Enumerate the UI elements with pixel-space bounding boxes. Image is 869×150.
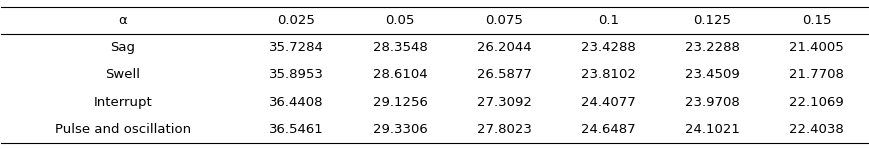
Text: 21.4005: 21.4005 (788, 41, 843, 54)
Text: 0.025: 0.025 (277, 14, 315, 27)
Text: 29.3306: 29.3306 (373, 123, 428, 136)
Text: 23.9708: 23.9708 (685, 96, 739, 109)
Text: 22.4038: 22.4038 (788, 123, 843, 136)
Text: 29.1256: 29.1256 (373, 96, 428, 109)
Text: 27.3092: 27.3092 (476, 96, 531, 109)
Text: 35.8953: 35.8953 (269, 69, 323, 81)
Text: Swell: Swell (105, 69, 140, 81)
Text: 26.5877: 26.5877 (476, 69, 531, 81)
Text: 36.4408: 36.4408 (269, 96, 323, 109)
Text: Interrupt: Interrupt (93, 96, 152, 109)
Text: 23.2288: 23.2288 (684, 41, 740, 54)
Text: 0.1: 0.1 (597, 14, 618, 27)
Text: α: α (118, 14, 127, 27)
Text: 23.4509: 23.4509 (685, 69, 739, 81)
Text: Pulse and oscillation: Pulse and oscillation (55, 123, 190, 136)
Text: 28.6104: 28.6104 (373, 69, 428, 81)
Text: 24.1021: 24.1021 (684, 123, 740, 136)
Text: 36.5461: 36.5461 (269, 123, 323, 136)
Text: 23.4288: 23.4288 (580, 41, 635, 54)
Text: 26.2044: 26.2044 (476, 41, 531, 54)
Text: 28.3548: 28.3548 (373, 41, 428, 54)
Text: 22.1069: 22.1069 (788, 96, 843, 109)
Text: 35.7284: 35.7284 (269, 41, 323, 54)
Text: Sag: Sag (110, 41, 136, 54)
Text: 0.05: 0.05 (385, 14, 415, 27)
Text: 0.125: 0.125 (693, 14, 731, 27)
Text: 24.6487: 24.6487 (580, 123, 635, 136)
Text: 27.8023: 27.8023 (476, 123, 531, 136)
Text: 24.4077: 24.4077 (580, 96, 635, 109)
Text: 0.075: 0.075 (485, 14, 523, 27)
Text: 23.8102: 23.8102 (580, 69, 635, 81)
Text: 21.7708: 21.7708 (788, 69, 843, 81)
Text: 0.15: 0.15 (801, 14, 831, 27)
